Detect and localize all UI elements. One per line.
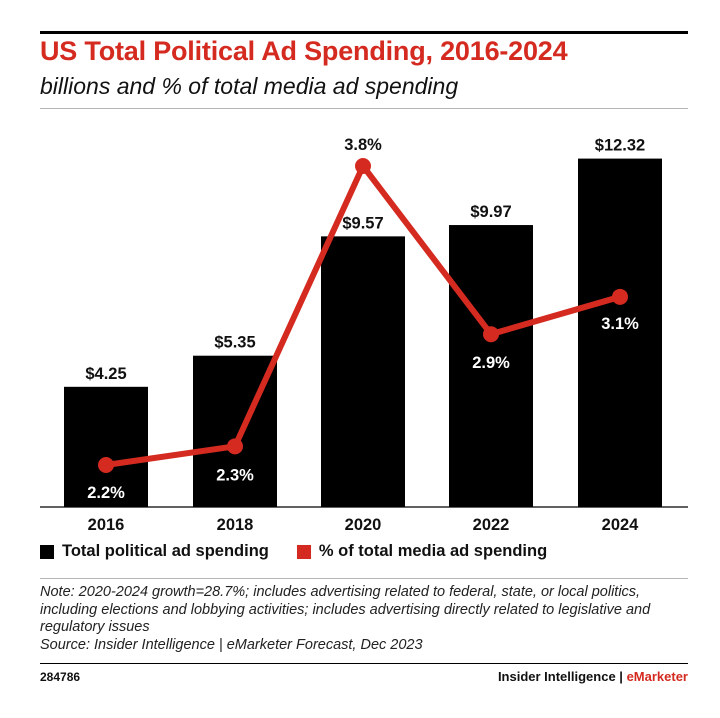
line-point-2018 <box>227 438 243 455</box>
legend-swatch-line <box>296 544 311 559</box>
legend-swatch-bars <box>40 544 54 559</box>
source-text: Source: Insider Intelligence | eMarketer… <box>40 636 423 653</box>
chart-id: 284786 <box>40 670 81 684</box>
brand: Insider Intelligence | eMarketer <box>498 669 688 684</box>
legend-item-bars: Total political ad spending <box>40 542 269 561</box>
bar-2022 <box>449 225 533 507</box>
bar-label-2022: $9.97 <box>470 203 511 221</box>
legend-item-line: % of total media ad spending <box>296 542 548 561</box>
line-label-2024: 3.1% <box>601 315 639 333</box>
line-label-2022: 2.9% <box>472 354 510 372</box>
chart-title: US Total Political Ad Spending, 2016-202… <box>40 36 568 66</box>
line-point-2016 <box>98 457 114 473</box>
x-tick-2016: 2016 <box>88 516 125 534</box>
x-tick-2024: 2024 <box>602 516 640 534</box>
x-tick-2018: 2018 <box>217 516 254 534</box>
x-tick-2020: 2020 <box>345 516 382 534</box>
legend-divider <box>40 578 688 579</box>
bottom-rule <box>40 663 688 664</box>
line-point-2022 <box>483 326 499 343</box>
line-label-2016: 2.2% <box>87 484 125 502</box>
line-label-2018: 2.3% <box>216 466 254 484</box>
bar-label-2018: $5.35 <box>214 334 255 352</box>
bar-2020 <box>321 236 405 507</box>
bar-label-2024: $12.32 <box>595 137 645 155</box>
brand-accent: eMarketer <box>626 669 688 684</box>
bar-label-2016: $4.25 <box>85 365 126 383</box>
footnote: Note: 2020-2024 growth=28.7%; includes a… <box>40 584 690 654</box>
line-point-2024 <box>612 288 628 305</box>
legend: Total political ad spending % of total m… <box>40 542 575 561</box>
line-label-2020: 3.8% <box>344 136 382 154</box>
combo-chart: $4.25 $5.35 $9.57 $9.97 $12.32 2016 2018 2020 20… <box>40 136 688 534</box>
x-tick-2022: 2022 <box>473 516 510 534</box>
bar-2024 <box>578 158 662 507</box>
note-text: Note: 2020-2024 growth=28.7%; includes a… <box>40 584 651 635</box>
line-point-2020 <box>355 158 371 174</box>
legend-label-line: % of total media ad spending <box>318 542 548 560</box>
top-rule <box>40 31 688 34</box>
chart-subtitle: billions and % of total media ad spendin… <box>40 73 459 99</box>
bar-label-2020: $9.57 <box>342 214 383 232</box>
bar-2016 <box>64 386 148 507</box>
legend-label-bars: Total political ad spending <box>62 542 269 560</box>
brand-main: Insider Intelligence | <box>497 669 627 684</box>
title-divider <box>40 108 688 109</box>
